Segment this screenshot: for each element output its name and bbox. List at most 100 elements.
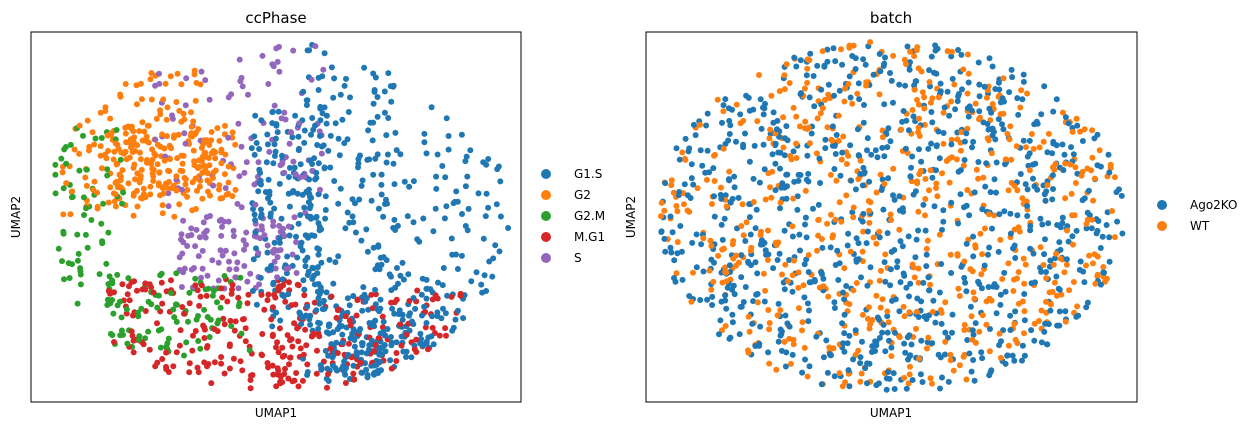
point-m-g1 <box>314 347 320 354</box>
point-m-g1 <box>158 279 165 286</box>
point-g1-s <box>493 201 500 208</box>
point-m-g1 <box>406 298 413 304</box>
point-g2 <box>216 186 222 193</box>
point-wt <box>818 236 825 242</box>
point-m-g1 <box>292 301 299 308</box>
point-s <box>259 52 266 59</box>
point-ago2ko <box>874 154 881 161</box>
point-wt <box>835 137 842 144</box>
point-ago2ko <box>757 323 764 330</box>
x-axis-label: UMAP1 <box>870 406 912 420</box>
point-m-g1 <box>413 336 420 343</box>
point-g1-s <box>382 348 389 355</box>
point-wt <box>806 57 813 64</box>
point-wt <box>944 48 951 55</box>
point-ago2ko <box>827 244 834 251</box>
point-ago2ko <box>855 152 862 159</box>
point-g2 <box>119 167 126 174</box>
point-g1-s <box>453 251 459 258</box>
point-g2 <box>148 70 155 76</box>
point-ago2ko <box>839 149 846 156</box>
point-g2 <box>137 176 144 182</box>
point-s <box>275 247 281 254</box>
point-ago2ko <box>961 274 968 281</box>
point-wt <box>760 270 767 277</box>
point-g1-s <box>252 112 259 119</box>
point-ago2ko <box>703 122 710 129</box>
point-g2 <box>103 155 110 162</box>
point-ago2ko <box>688 161 695 168</box>
point-s <box>287 129 294 136</box>
point-g2-m <box>83 205 89 212</box>
point-s <box>276 68 283 75</box>
point-g2-m <box>154 304 161 311</box>
point-m-g1 <box>228 290 235 297</box>
point-wt <box>799 327 805 334</box>
point-g2 <box>232 186 239 193</box>
point-s <box>296 120 303 127</box>
point-m-g1 <box>226 341 233 348</box>
point-ago2ko <box>876 51 883 57</box>
point-g1-s <box>315 325 322 332</box>
point-m-g1 <box>195 369 202 376</box>
point-g1-s <box>257 274 264 281</box>
point-ago2ko <box>840 289 846 296</box>
point-g2-m <box>235 303 242 310</box>
point-wt <box>884 308 891 315</box>
point-ago2ko <box>963 130 970 137</box>
legend-label: G1.S <box>574 167 602 181</box>
point-ago2ko <box>794 206 801 213</box>
point-ago2ko <box>760 104 766 111</box>
point-wt <box>1040 138 1047 145</box>
point-ago2ko <box>901 340 908 347</box>
point-g1-s <box>381 109 388 116</box>
point-ago2ko <box>906 293 912 300</box>
point-wt <box>825 91 832 98</box>
point-g1-s <box>362 360 368 367</box>
point-ago2ko <box>884 230 891 237</box>
point-wt <box>996 330 1003 337</box>
point-wt <box>822 96 828 103</box>
point-ago2ko <box>852 66 859 72</box>
point-m-g1 <box>448 293 455 300</box>
point-wt <box>765 170 772 177</box>
point-ago2ko <box>883 386 890 393</box>
point-ago2ko <box>1065 238 1072 245</box>
point-wt <box>921 94 928 101</box>
point-g2-m <box>55 245 62 252</box>
point-m-g1 <box>218 354 225 360</box>
point-ago2ko <box>709 293 716 300</box>
point-ago2ko <box>860 119 867 126</box>
point-ago2ko <box>872 147 879 154</box>
point-wt <box>1070 241 1076 248</box>
point-ago2ko <box>867 264 874 271</box>
point-m-g1 <box>142 286 149 293</box>
point-ago2ko <box>884 329 891 336</box>
point-g1-s <box>316 320 323 327</box>
point-wt <box>997 236 1004 243</box>
point-g1-s <box>342 225 349 232</box>
point-g2 <box>210 148 217 154</box>
point-wt <box>942 299 949 306</box>
points-layer <box>658 39 1126 393</box>
point-g1-s <box>355 156 362 162</box>
point-g2-m <box>116 298 123 305</box>
point-wt <box>876 228 883 235</box>
point-wt <box>824 124 831 131</box>
point-m-g1 <box>422 324 429 331</box>
point-wt <box>828 211 834 218</box>
point-ago2ko <box>852 186 859 193</box>
point-m-g1 <box>192 282 199 289</box>
point-g1-s <box>465 205 472 212</box>
point-g1-s <box>275 108 282 115</box>
point-g1-s <box>440 265 447 271</box>
point-ago2ko <box>888 77 895 84</box>
point-s <box>231 250 238 257</box>
point-g2 <box>149 146 156 153</box>
point-ago2ko <box>847 142 854 149</box>
point-wt <box>1038 307 1045 314</box>
point-wt <box>846 301 853 308</box>
point-g2 <box>165 167 172 174</box>
point-ago2ko <box>963 202 970 209</box>
point-g2 <box>97 109 104 116</box>
